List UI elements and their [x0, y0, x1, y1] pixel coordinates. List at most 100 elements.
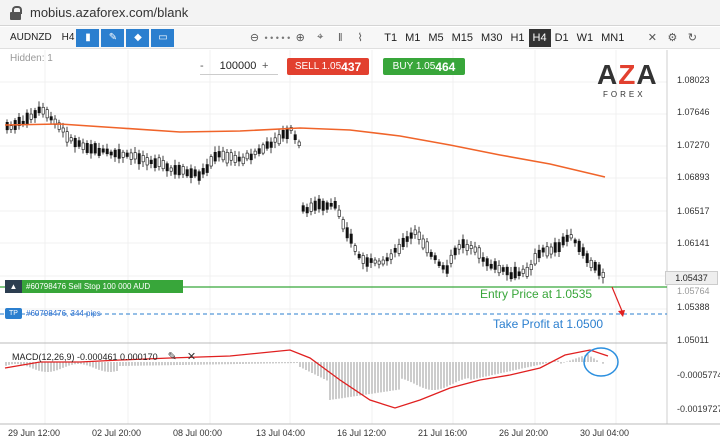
candle	[105, 148, 109, 155]
price-tick: 1.06517	[677, 206, 710, 216]
candle	[153, 158, 157, 168]
candle	[369, 258, 373, 263]
qty-value[interactable]: 100000	[219, 60, 257, 72]
candle	[101, 148, 105, 153]
remove-indicator-icon[interactable]: ✕	[186, 351, 197, 363]
tf-W1[interactable]: W1	[576, 31, 594, 44]
buy-price-big: 464	[435, 59, 456, 74]
line-chart-icon[interactable]: ⌇	[357, 32, 363, 44]
tf-H4[interactable]: H4	[528, 28, 551, 47]
settings-icon[interactable]: ⚙	[667, 32, 678, 44]
candle	[129, 152, 133, 160]
refresh-icon[interactable]: ↻	[687, 32, 697, 44]
tp-icon[interactable]: TP	[5, 308, 22, 319]
candle	[197, 171, 201, 181]
time-tick: 02 Jul 20:00	[92, 428, 142, 438]
tf-D1[interactable]: D1	[554, 31, 569, 44]
candle	[329, 203, 333, 207]
candle	[177, 164, 181, 176]
qty-plus-button[interactable]: +	[262, 60, 269, 72]
candle	[589, 259, 593, 268]
candle	[109, 151, 113, 156]
tf-MN1[interactable]: MN1	[601, 31, 625, 44]
candle	[209, 156, 213, 167]
time-tick: 16 Jul 12:00	[337, 428, 387, 438]
candle	[305, 207, 309, 214]
candle	[49, 116, 53, 121]
order-tag[interactable]: ▲ #60798476 Sell Stop 100 000 AUD	[5, 280, 183, 293]
candle	[597, 264, 601, 276]
candle	[249, 153, 253, 161]
candle	[217, 151, 221, 158]
candle	[229, 152, 233, 161]
quantity-stepper[interactable]: - 100000 +	[200, 58, 278, 75]
candle	[257, 148, 261, 154]
candle	[453, 247, 457, 256]
zoom-out-icon[interactable]: ⊖	[249, 32, 260, 44]
crosshair-icon[interactable]: ⌖	[317, 31, 324, 43]
tp-tag[interactable]: TP #60798476, 344 pips	[5, 308, 101, 319]
candle	[277, 134, 281, 145]
candle	[25, 112, 29, 124]
candle	[37, 106, 41, 114]
candle	[345, 227, 349, 239]
symbol-label[interactable]: AUDNZD	[10, 32, 52, 43]
candle	[141, 155, 145, 163]
candle	[529, 264, 533, 270]
order-icon[interactable]: ▲	[5, 280, 22, 293]
candle	[81, 142, 85, 150]
url-text[interactable]: mobius.azaforex.com/blank	[30, 5, 189, 20]
highlight-circle	[583, 347, 619, 377]
candle	[221, 150, 225, 161]
tf-M5[interactable]: M5	[428, 31, 444, 44]
bar-chart-icon[interactable]: ▮	[76, 28, 100, 47]
candle	[237, 156, 241, 162]
close-icon[interactable]: ✕	[647, 32, 657, 44]
candle	[417, 231, 421, 240]
candle	[201, 168, 205, 175]
candle	[137, 153, 141, 165]
candle	[261, 144, 265, 154]
macd-signal-line	[4, 349, 609, 409]
tf-H1[interactable]: H1	[510, 31, 525, 44]
candle	[413, 229, 417, 235]
candle	[461, 239, 465, 249]
tf-T1[interactable]: T1	[384, 31, 398, 44]
candle	[93, 143, 97, 154]
zoom-in-icon[interactable]: ⊕	[295, 32, 305, 44]
candle	[57, 122, 61, 130]
hidden-count[interactable]: Hidden: 1	[10, 53, 53, 64]
candle	[45, 109, 49, 119]
candle	[321, 200, 325, 211]
moving-average-line	[4, 123, 606, 178]
entry-price-annotation: Entry Price at 1.0535	[480, 287, 593, 301]
candle	[385, 257, 389, 262]
display-icon[interactable]: ▭	[151, 28, 175, 47]
sell-button[interactable]: SELL 1.05 437	[287, 58, 369, 75]
price-axis[interactable]: 1.08023 1.07646 1.07270 1.06893 1.06517 …	[667, 50, 720, 414]
candle	[269, 141, 273, 148]
tf-M1[interactable]: M1	[405, 31, 421, 44]
macd-histogram	[5, 354, 604, 400]
candle	[441, 265, 445, 270]
diamond-icon[interactable]: ◆	[126, 28, 150, 47]
candle	[193, 169, 197, 177]
timeframe-label[interactable]: H4	[61, 32, 75, 43]
qty-minus-button[interactable]: -	[200, 60, 204, 72]
candle	[397, 243, 401, 254]
address-bar[interactable]: mobius.azaforex.com/blank	[0, 0, 720, 26]
tf-M30[interactable]: M30	[481, 31, 503, 44]
tf-M15[interactable]: M15	[451, 31, 474, 44]
candle	[245, 152, 249, 160]
time-axis[interactable]: 29 Jun 12:00 02 Jul 20:00 08 Jul 00:00 1…	[0, 424, 667, 444]
edit-indicator-icon[interactable]: ✎	[167, 351, 177, 363]
pen-icon[interactable]: ✎	[101, 28, 125, 47]
candle	[333, 200, 337, 209]
candle	[293, 134, 297, 141]
candle	[69, 137, 73, 142]
candle	[349, 233, 353, 244]
buy-button[interactable]: BUY 1.05 464	[383, 58, 465, 75]
candle	[149, 159, 153, 164]
candle-icon[interactable]: ‖	[337, 31, 343, 44]
